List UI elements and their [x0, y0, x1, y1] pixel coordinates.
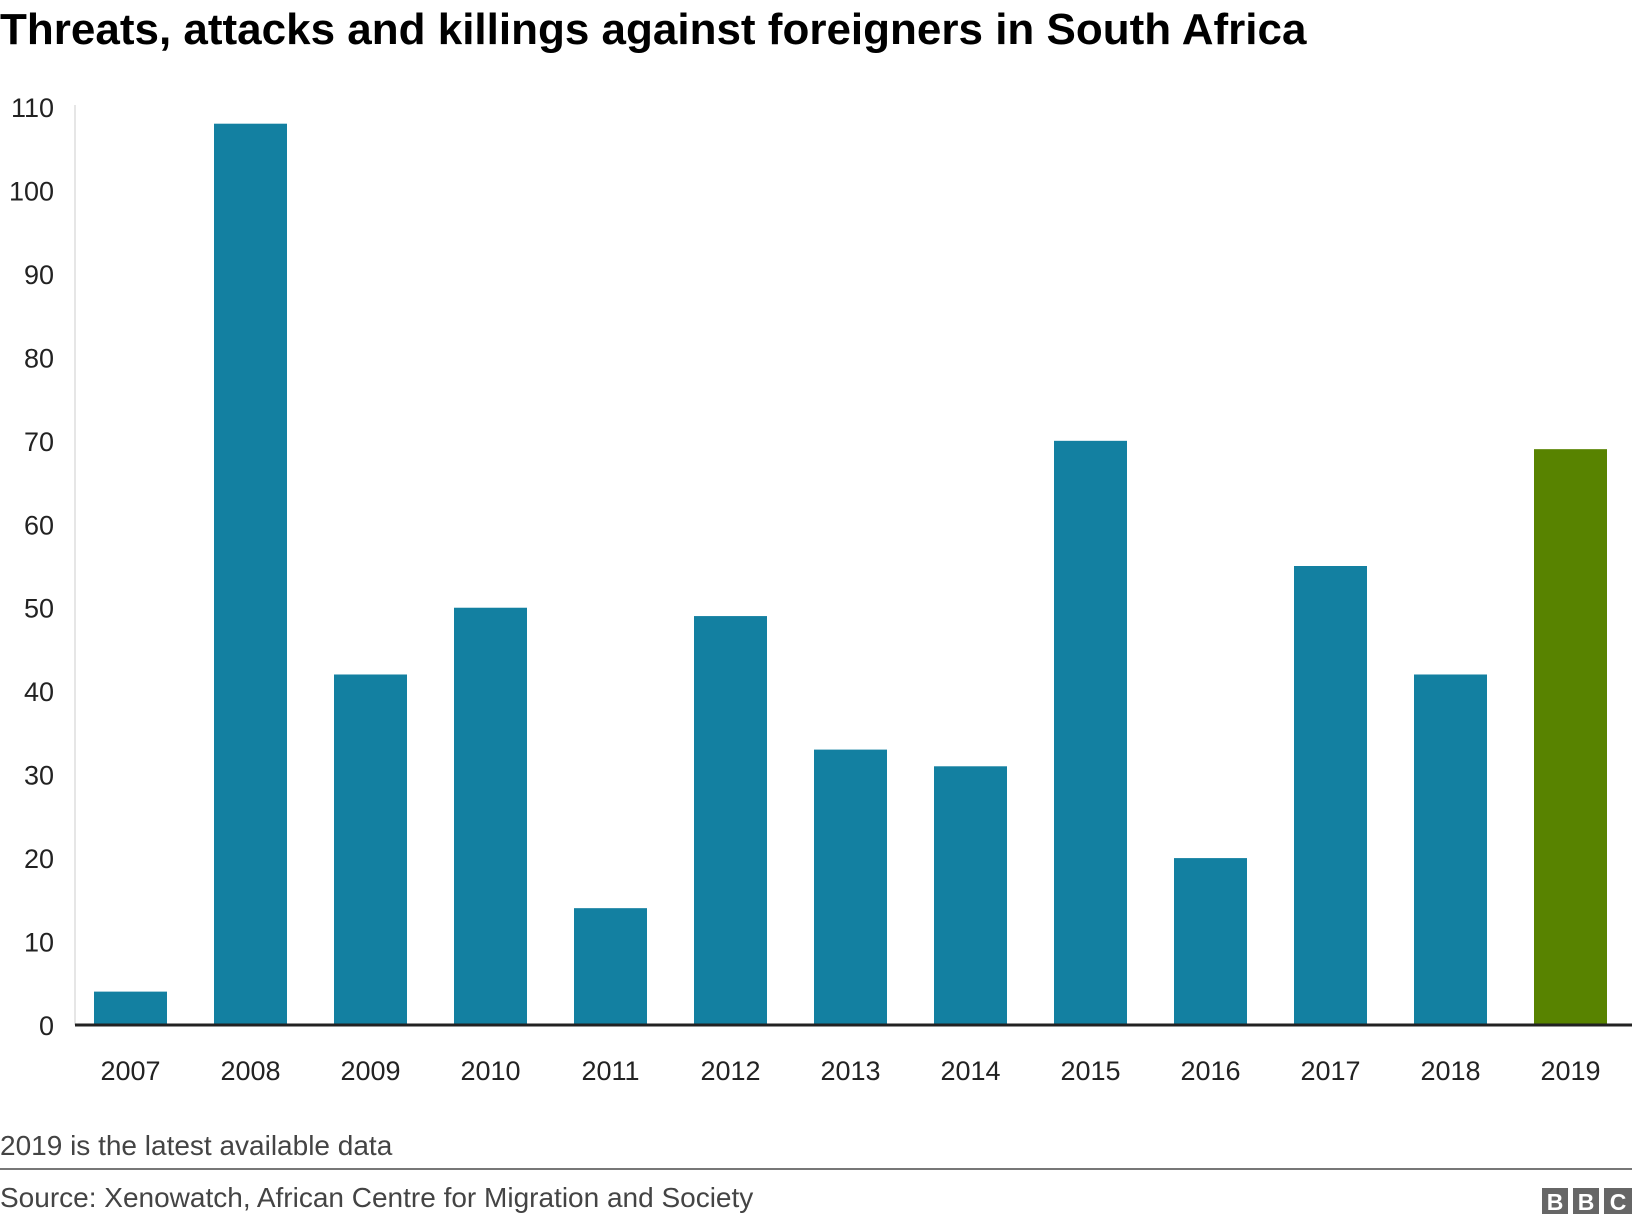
y-tick-label: 80 [24, 343, 54, 373]
y-tick-label: 60 [24, 510, 54, 540]
chart-title: Threats, attacks and killings against fo… [0, 5, 1307, 54]
svg-text:B: B [1547, 1189, 1564, 1215]
bar-2012 [694, 616, 767, 1025]
x-axis: 2007 2008 2009 2010 2011 2012 2013 2014 2015 2016… [100, 1056, 1600, 1086]
y-tick-label: 30 [24, 761, 54, 791]
x-tick-label: 2007 [100, 1056, 160, 1086]
x-tick-label: 2019 [1540, 1056, 1600, 1086]
y-tick-label: 10 [24, 928, 54, 958]
bar-2018 [1414, 674, 1487, 1025]
y-tick-label: 50 [24, 594, 54, 624]
bar-2007 [94, 991, 167, 1025]
y-tick-label: 90 [24, 260, 54, 290]
y-tick-label: 20 [24, 844, 54, 874]
x-tick-label: 2016 [1180, 1056, 1240, 1086]
bar-2010 [454, 607, 527, 1025]
bar-2009 [334, 674, 407, 1025]
x-tick-label: 2011 [581, 1056, 639, 1086]
x-tick-label: 2017 [1300, 1056, 1360, 1086]
bbc-logo: B B C [1542, 1188, 1632, 1215]
y-tick-label: 100 [9, 176, 54, 206]
bar-2015 [1054, 440, 1127, 1025]
x-tick-label: 2012 [700, 1056, 760, 1086]
x-tick-label: 2015 [1060, 1056, 1120, 1086]
bar-2014 [934, 766, 1007, 1025]
bar-2008 [214, 123, 287, 1025]
svg-text:C: C [1610, 1189, 1627, 1215]
y-tick-label: 40 [24, 677, 54, 707]
x-tick-label: 2008 [220, 1056, 280, 1086]
bar-2013 [814, 749, 887, 1025]
x-tick-label: 2009 [340, 1056, 400, 1086]
x-tick-label: 2014 [940, 1056, 1000, 1086]
bar-2011 [574, 908, 647, 1025]
x-tick-label: 2010 [460, 1056, 520, 1086]
bar-2019 [1534, 449, 1607, 1025]
y-tick-label: 70 [24, 427, 54, 457]
x-tick-label: 2018 [1420, 1056, 1480, 1086]
y-tick-label: 0 [39, 1011, 54, 1041]
svg-text:B: B [1578, 1189, 1595, 1215]
bar-2017 [1294, 566, 1367, 1025]
y-tick-label: 110 [11, 93, 54, 123]
y-axis: 0 10 20 30 40 50 60 70 80 90 100 110 [9, 93, 54, 1041]
x-tick-label: 2013 [820, 1056, 880, 1086]
source-text: Source: Xenowatch, African Centre for Mi… [0, 1182, 753, 1213]
footer-note: 2019 is the latest available data [0, 1130, 393, 1161]
bars [94, 123, 1607, 1025]
bar-2016 [1174, 858, 1247, 1025]
